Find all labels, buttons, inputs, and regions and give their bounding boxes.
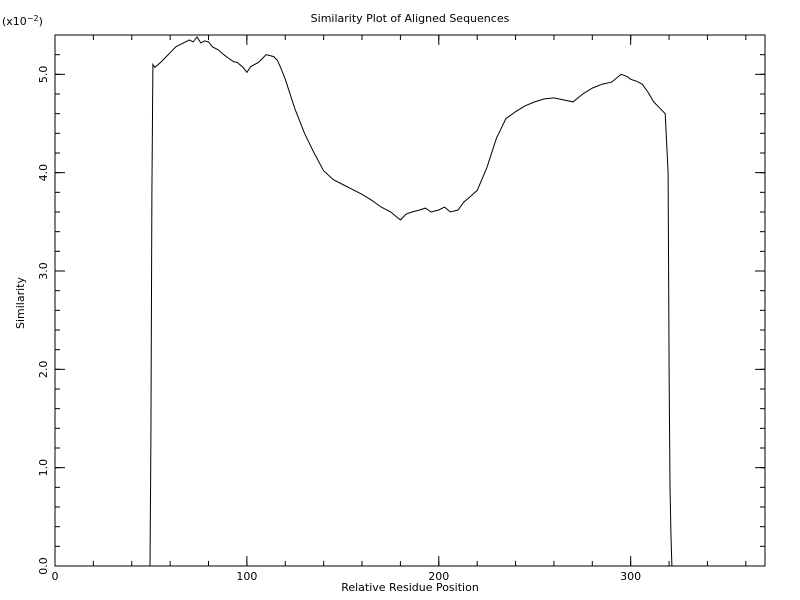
y-tick-label: 1.0	[37, 459, 50, 477]
x-tick-label: 200	[428, 570, 449, 583]
chart-title: Similarity Plot of Aligned Sequences	[311, 12, 510, 25]
x-tick-label: 0	[52, 570, 59, 583]
ticks	[54, 34, 765, 567]
y-tick-label: 2.0	[37, 361, 50, 379]
plot-frame	[54, 34, 766, 567]
y-axis-multiplier-close: )	[39, 15, 43, 28]
y-axis-multiplier-exponent: −2	[27, 14, 39, 23]
y-axis-label: Similarity	[14, 277, 27, 329]
x-tick-label: 300	[620, 570, 641, 583]
y-axis-multiplier-base: (x10	[2, 15, 27, 28]
y-tick-label: 4.0	[37, 164, 50, 182]
x-tick-label: 100	[236, 570, 257, 583]
y-axis-multiplier: (x10−2)	[2, 14, 43, 29]
y-tick-label: 3.0	[37, 262, 50, 280]
axes	[54, 34, 766, 567]
x-axis-label: Relative Residue Position	[341, 581, 479, 594]
tick-labels: 0 100 200 300 0.0 1.0 2.0 3.0 4.0 5.0	[37, 66, 641, 583]
y-tick-label: 5.0	[37, 66, 50, 84]
y-tick-label: 0.0	[37, 557, 50, 575]
similarity-series-line	[149, 36, 673, 567]
